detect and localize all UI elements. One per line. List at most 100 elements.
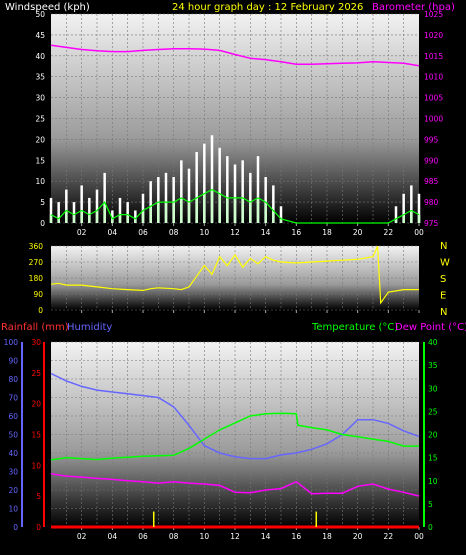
x-tick-label: 12 bbox=[230, 532, 240, 541]
temperature-tick-label: 15 bbox=[428, 454, 438, 463]
barometer-tick-label: 985 bbox=[424, 177, 439, 186]
direction-axis: 0 90 180 270 360 bbox=[29, 242, 44, 315]
barometer-tick-label: 1010 bbox=[424, 73, 443, 82]
dew-point-line bbox=[50, 473, 420, 497]
x-tick-label: 10 bbox=[200, 228, 210, 237]
temperature-series bbox=[50, 372, 420, 529]
x-tick-label: 16 bbox=[292, 228, 302, 237]
humidity-tick-label: 80 bbox=[8, 375, 18, 384]
rainfall-tick-label: 30 bbox=[31, 338, 41, 347]
humidity-tick-label: 20 bbox=[8, 486, 18, 495]
humidity-label: Humidity bbox=[67, 322, 112, 333]
humidity-tick-label: 60 bbox=[8, 412, 18, 421]
direction-tick-label: 270 bbox=[29, 258, 44, 267]
compass-letter: E bbox=[440, 291, 446, 302]
x-axis-ticks: 02 04 06 08 10 12 14 16 18 20 22 00 bbox=[77, 223, 424, 237]
barometer-tick-label: 990 bbox=[424, 156, 439, 165]
humidity-tick-label: 10 bbox=[8, 505, 18, 514]
windspeed-tick-label: 15 bbox=[35, 156, 45, 165]
x-tick-label: 08 bbox=[169, 532, 179, 541]
humidity-tick-label: 70 bbox=[8, 394, 18, 403]
temperature-tick-label: 25 bbox=[428, 407, 438, 416]
barometer-tick-label: 1005 bbox=[424, 94, 443, 103]
temperature-axis: 0 5 10 15 20 25 30 35 40 bbox=[423, 338, 438, 532]
x-tick-label: 22 bbox=[384, 532, 394, 541]
temperature-tick-label: 30 bbox=[428, 384, 438, 393]
temperature-tick-label: 5 bbox=[428, 500, 433, 509]
temperature-tick-label: 35 bbox=[428, 361, 438, 370]
barometer-line bbox=[50, 44, 420, 67]
chart-title: 24 hour graph day : 12 February 2026 bbox=[172, 2, 363, 13]
x-tick-label: 00 bbox=[414, 532, 424, 541]
temperature-tick-label: 10 bbox=[428, 477, 438, 486]
wind-average-line bbox=[50, 188, 420, 224]
compass-letter: S bbox=[440, 274, 446, 285]
windspeed-tick-label: 40 bbox=[35, 52, 45, 61]
temperature-label: Temperature (°C) bbox=[311, 322, 398, 333]
humidity-tick-label: 100 bbox=[4, 338, 19, 347]
rainfall-tick-label: 20 bbox=[31, 400, 41, 409]
x-tick-label: 02 bbox=[77, 532, 87, 541]
barometer-tick-label: 1025 bbox=[424, 10, 443, 19]
rainfall-tick-label: 10 bbox=[31, 461, 41, 470]
x-tick-label: 06 bbox=[138, 228, 148, 237]
x-tick-label: 02 bbox=[77, 228, 87, 237]
rainfall-tick-label: 15 bbox=[31, 431, 41, 440]
x-tick-label: 22 bbox=[384, 228, 394, 237]
barometer-tick-label: 1020 bbox=[424, 31, 443, 40]
barometer-tick-label: 1015 bbox=[424, 52, 443, 61]
compass-letter: N bbox=[440, 241, 447, 252]
x-tick-label: 14 bbox=[261, 228, 271, 237]
humidity-tick-label: 90 bbox=[8, 357, 18, 366]
wind-series bbox=[49, 135, 421, 223]
temperature-tick-label: 20 bbox=[428, 431, 438, 440]
x-tick-label: 20 bbox=[353, 228, 363, 237]
direction-tick-label: 0 bbox=[38, 306, 43, 315]
rainfall-tick-label: 0 bbox=[36, 523, 41, 532]
rainfall-axis: 0 5 10 15 20 25 30 bbox=[31, 338, 45, 532]
temperature-x-axis-ticks: 02 04 06 08 10 12 14 16 18 20 22 00 bbox=[77, 527, 424, 541]
humidity-tick-label: 40 bbox=[8, 449, 18, 458]
windspeed-tick-label: 30 bbox=[35, 94, 45, 103]
humidity-line bbox=[50, 372, 420, 460]
windspeed-tick-label: 5 bbox=[40, 198, 45, 207]
direction-tick-label: 180 bbox=[29, 274, 44, 283]
windspeed-tick-label: 35 bbox=[35, 73, 45, 82]
windspeed-tick-label: 20 bbox=[35, 135, 45, 144]
windspeed-tick-label: 50 bbox=[35, 10, 45, 19]
x-tick-label: 06 bbox=[138, 532, 148, 541]
x-tick-label: 10 bbox=[200, 532, 210, 541]
temperature-humidity-panel: 0 10 20 30 40 50 60 70 80 90 100 0 5 10 15 20 25 30 0 5 10… bbox=[1, 322, 466, 541]
x-tick-label: 16 bbox=[292, 532, 302, 541]
humidity-axis: 0 10 20 30 40 50 60 70 80 90 100 bbox=[4, 338, 23, 532]
compass-letter: W bbox=[440, 258, 450, 269]
direction-x-axis-ticks bbox=[81, 310, 420, 313]
temperature-tick-label: 0 bbox=[428, 523, 433, 532]
x-tick-label: 18 bbox=[322, 532, 332, 541]
humidity-tick-label: 30 bbox=[8, 468, 18, 477]
x-tick-label: 00 bbox=[414, 228, 424, 237]
x-tick-label: 14 bbox=[261, 532, 271, 541]
barometer-tick-label: 980 bbox=[424, 198, 439, 207]
windspeed-tick-label: 25 bbox=[35, 115, 45, 124]
x-tick-label: 08 bbox=[169, 228, 179, 237]
windspeed-tick-label: 0 bbox=[40, 219, 45, 228]
x-tick-label: 04 bbox=[108, 532, 118, 541]
barometer-label: Barometer (hpa) bbox=[372, 2, 455, 13]
compass-letter: N bbox=[440, 307, 447, 318]
temperature-line bbox=[50, 412, 419, 461]
direction-tick-label: 90 bbox=[33, 290, 43, 299]
wind-gridlines bbox=[51, 13, 419, 224]
rainfall-tick-label: 5 bbox=[36, 492, 41, 501]
x-tick-label: 12 bbox=[230, 228, 240, 237]
barometer-tick-label: 995 bbox=[424, 135, 439, 144]
x-tick-label: 18 bbox=[322, 228, 332, 237]
windspeed-tick-label: 10 bbox=[35, 177, 45, 186]
x-tick-label: 04 bbox=[108, 228, 118, 237]
rainfall-tick-label: 25 bbox=[31, 369, 41, 378]
barometer-axis: 975 980 985 990 995 1000 1005 1010 1015 1020 1025 bbox=[424, 10, 443, 228]
dewpoint-label: Dew Point (°C) bbox=[395, 322, 466, 333]
